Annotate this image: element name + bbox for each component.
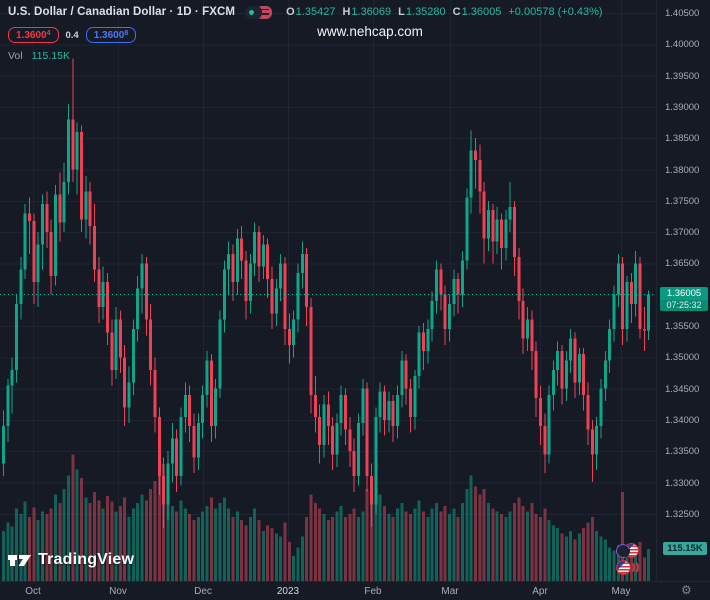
price-axis-tick: 1.38000 <box>665 164 700 176</box>
price-axis-tick: 1.34500 <box>665 383 700 395</box>
price-axis-tick: 1.35500 <box>665 321 700 332</box>
time-axis-tick: May <box>611 586 631 597</box>
price-axis-tick: 1.37500 <box>665 195 700 207</box>
time-axis-tick: 2023 <box>276 586 300 597</box>
price-axis[interactable]: 1.36005 07:25:32 115.15K 1.40500 1.40000 1… <box>656 0 710 581</box>
close-value: 1.36005 <box>461 6 502 18</box>
price-axis-tick: 1.39500 <box>665 70 700 82</box>
buy-button[interactable]: 1.36008 <box>85 27 137 43</box>
time-axis-tick: Oct <box>25 586 41 597</box>
time-axis-tick: Apr <box>532 586 548 597</box>
high-value: 1.36069 <box>351 6 392 18</box>
price-axis-tick: 1.39000 <box>665 101 700 113</box>
volume-label: Vol <box>8 50 23 62</box>
low-label: L <box>398 6 405 18</box>
price-axis-tick: 1.32500 <box>665 508 700 520</box>
price-axis-tick: 1.36500 <box>665 258 700 270</box>
spread-value: 0.4 <box>65 29 79 41</box>
price-axis-tick: 1.38500 <box>665 133 700 145</box>
last-price-badge: 1.36005 07:25:32 <box>660 287 708 311</box>
tradingview-logo-text: TradingView <box>38 551 135 568</box>
price-axis-tick: 1.33500 <box>665 446 700 458</box>
time-axis-tick: Mar <box>441 586 459 597</box>
ohlc-values: O 1.35427 H 1.36069 L 1.35280 C 1.36005 +0.0… <box>286 6 602 18</box>
flag-arc-icon <box>624 560 639 575</box>
tradingview-logo[interactable]: TradingView <box>8 551 134 569</box>
bar-countdown: 07:25:32 <box>660 300 708 311</box>
low-value: 1.35280 <box>405 6 446 18</box>
price-axis-tick: 1.35000 <box>665 352 700 364</box>
change-value: +0.00578 (+0.43%) <box>508 6 603 18</box>
price-axis-tick: 1.40500 <box>665 8 700 19</box>
buy-sell-panel-toggle-icon[interactable] <box>245 5 273 19</box>
candlestick-chart-canvas[interactable] <box>0 0 656 581</box>
price-axis-tick: 1.34000 <box>665 414 700 426</box>
time-axis[interactable]: ⚙ Oct Nov Dec 2023 Feb Mar Apr May <box>0 581 710 600</box>
sell-button[interactable]: 1.36004 <box>8 27 59 43</box>
symbol-title[interactable]: U.S. Dollar / Canadian Dollar · 1D · FXC… <box>8 6 236 18</box>
chart-legend: U.S. Dollar / Canadian Dollar · 1D · FXC… <box>8 4 603 62</box>
price-axis-tick: 1.37000 <box>665 227 700 239</box>
gear-icon[interactable]: ⚙ <box>681 583 692 597</box>
open-value: 1.35427 <box>295 6 336 18</box>
volume-legend: Vol 115.15K <box>8 50 603 62</box>
watermark-text: www.nehcap.com <box>317 24 423 39</box>
volume-axis-badge: 115.15K <box>663 542 707 555</box>
tradingview-logo-icon <box>8 554 31 566</box>
time-axis-tick: Dec <box>194 586 212 597</box>
time-axis-tick: Feb <box>364 586 382 597</box>
currency-flag-stickers <box>613 541 639 576</box>
high-label: H <box>342 6 351 18</box>
price-axis-tick: 1.33000 <box>665 477 700 489</box>
price-axis-tick: 1.40000 <box>665 39 700 51</box>
time-axis-tick: Nov <box>109 586 127 597</box>
last-price-value: 1.36005 <box>660 287 708 300</box>
close-label: C <box>452 6 461 18</box>
toggle-green-dot <box>249 9 255 15</box>
volume-value: 115.15K <box>31 50 70 62</box>
open-label: O <box>286 6 295 18</box>
